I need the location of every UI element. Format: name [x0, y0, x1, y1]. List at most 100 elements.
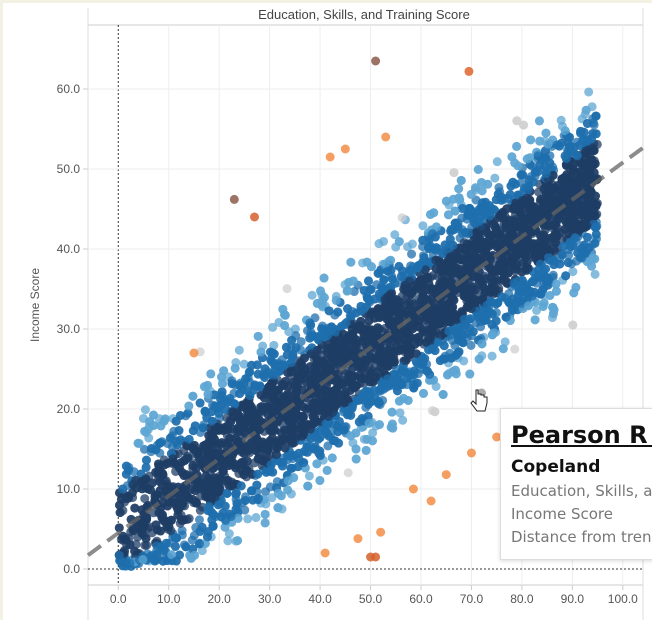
data-point	[366, 262, 376, 272]
data-point	[430, 407, 440, 417]
data-point	[591, 229, 601, 239]
data-point	[256, 347, 266, 357]
data-point	[312, 459, 322, 469]
data-point	[171, 437, 181, 447]
data-point	[512, 141, 522, 151]
data-point	[208, 521, 218, 531]
data-point	[233, 536, 243, 546]
data-point	[350, 345, 360, 355]
data-point	[457, 204, 467, 214]
data-point	[227, 379, 237, 389]
data-point	[557, 250, 567, 260]
data-point	[333, 307, 343, 317]
data-point	[492, 157, 502, 167]
data-point	[174, 426, 184, 436]
data-point	[197, 546, 207, 556]
data-point	[566, 241, 576, 251]
data-point	[253, 469, 263, 479]
data-point	[316, 286, 326, 296]
data-point	[545, 291, 555, 301]
data-point	[183, 408, 193, 418]
data-point	[541, 128, 551, 138]
data-point	[133, 438, 143, 448]
data-point	[297, 360, 307, 370]
data-point	[387, 407, 397, 417]
data-point	[526, 135, 536, 145]
data-point	[395, 344, 405, 354]
data-point	[293, 462, 303, 472]
data-point	[518, 170, 528, 180]
data-point	[140, 405, 150, 415]
data-point	[583, 135, 593, 145]
x-tick-label: 40.0	[308, 592, 332, 606]
data-point	[397, 213, 407, 223]
data-point	[347, 324, 357, 334]
data-point	[322, 465, 332, 475]
data-point	[282, 284, 292, 294]
data-point	[474, 354, 484, 364]
data-point	[243, 514, 253, 524]
data-point	[418, 388, 428, 398]
data-point	[331, 347, 341, 357]
data-point	[572, 177, 582, 187]
data-point	[306, 349, 316, 359]
scatter-chart[interactable]: Education, Skills, and Training Score In…	[3, 3, 652, 620]
data-point	[155, 486, 165, 496]
data-point	[543, 139, 553, 149]
data-point	[477, 186, 487, 196]
data-point	[167, 550, 177, 560]
data-point	[449, 168, 459, 178]
data-point	[390, 230, 400, 240]
y-axis-label: Income Score	[28, 268, 42, 342]
data-point	[341, 318, 351, 328]
data-point	[443, 210, 453, 220]
data-point	[533, 151, 543, 161]
data-point	[563, 258, 573, 268]
data-point	[468, 327, 478, 337]
data-point	[218, 508, 228, 518]
data-point	[363, 411, 373, 421]
data-point	[199, 382, 209, 392]
data-point	[560, 224, 570, 234]
data-point	[306, 433, 316, 443]
data-point	[241, 466, 251, 476]
data-point	[581, 105, 591, 115]
data-point	[235, 389, 245, 399]
data-point	[234, 345, 244, 355]
data-point	[177, 526, 187, 536]
data-point	[260, 518, 270, 528]
data-point	[142, 540, 152, 550]
data-point	[387, 274, 397, 284]
data-point	[519, 120, 529, 130]
data-point	[530, 315, 540, 325]
data-point	[505, 190, 515, 200]
data-point	[268, 322, 278, 332]
data-point	[564, 250, 574, 260]
data-point	[378, 285, 388, 295]
y-tick-label: 10.0	[57, 482, 81, 496]
x-tick-label: 90.0	[561, 592, 585, 606]
data-point	[584, 87, 594, 97]
data-point	[541, 169, 551, 179]
data-point	[155, 477, 165, 487]
data-point	[364, 316, 374, 326]
data-point	[523, 263, 533, 273]
data-point	[178, 498, 188, 508]
data-point	[345, 331, 355, 341]
data-point	[381, 348, 391, 358]
data-point	[220, 522, 230, 532]
data-point	[420, 265, 430, 275]
data-point	[115, 500, 125, 510]
data-point	[194, 515, 204, 525]
data-point	[343, 286, 353, 296]
data-point	[568, 320, 578, 330]
data-point	[395, 408, 405, 418]
data-point	[441, 196, 451, 206]
x-tick-label: 30.0	[258, 592, 282, 606]
data-point	[245, 367, 255, 377]
data-point	[539, 298, 549, 308]
data-point	[156, 421, 166, 431]
data-point	[487, 351, 497, 361]
data-point	[239, 359, 249, 369]
data-point	[351, 428, 361, 438]
